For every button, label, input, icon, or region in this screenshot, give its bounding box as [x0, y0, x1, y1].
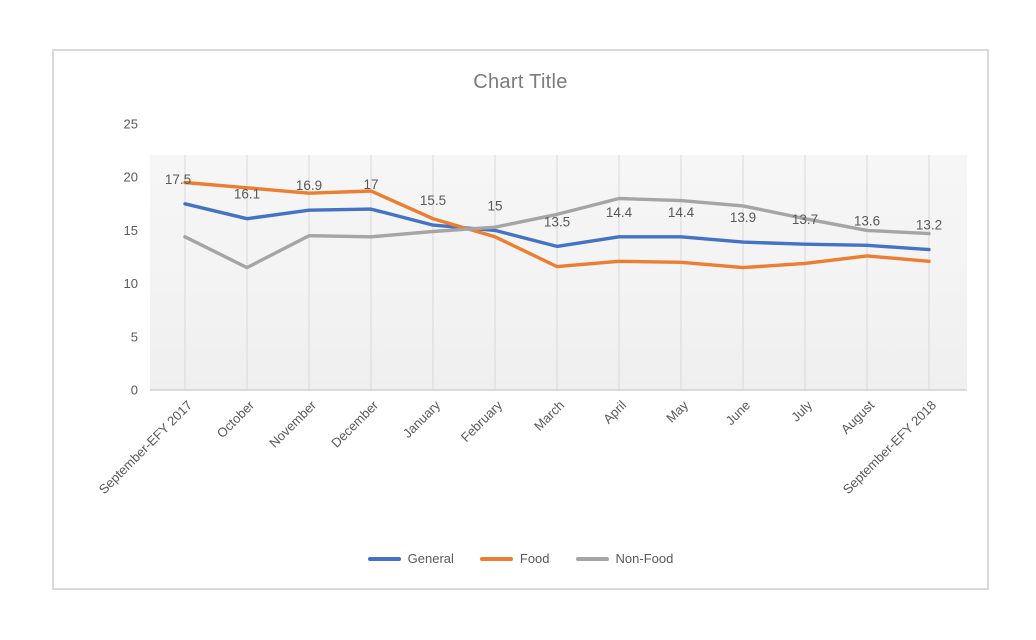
legend-item-general[interactable]: General	[367, 551, 454, 566]
series-line-general	[183, 202, 931, 252]
legend: General Food Non-Food	[52, 551, 989, 566]
data-label: 14.4	[668, 205, 695, 220]
y-tick-label: 15	[124, 223, 138, 238]
data-label: 15	[487, 198, 502, 213]
data-label: 14.4	[606, 205, 633, 220]
data-label: 15.5	[420, 193, 446, 208]
data-label: 16.1	[234, 187, 260, 202]
x-category-label: June	[723, 398, 754, 429]
series-line-food	[183, 180, 931, 270]
legend-item-food[interactable]: Food	[479, 551, 550, 566]
x-category-label: March	[531, 398, 567, 434]
x-category-label: September-EFY 2017	[96, 398, 195, 497]
y-tick-label: 5	[131, 329, 138, 344]
data-label: 13.7	[792, 212, 818, 227]
legend-swatch-general	[367, 556, 401, 561]
y-tick-label: 0	[131, 383, 138, 398]
legend-swatch-food	[479, 556, 513, 561]
x-category-label: November	[266, 397, 319, 450]
data-label: 16.9	[296, 178, 322, 193]
data-label: 13.6	[854, 213, 880, 228]
legend-label-general: General	[407, 551, 454, 566]
chart-title: Chart Title	[473, 71, 568, 93]
x-category-label: December	[328, 397, 381, 450]
x-category-label: January	[400, 397, 444, 441]
x-category-label: May	[663, 397, 691, 425]
y-tick-label: 25	[124, 117, 138, 132]
x-category-label: October	[214, 397, 258, 441]
x-category-label: April	[600, 397, 629, 426]
legend-item-non-food[interactable]: Non-Food	[575, 551, 674, 566]
y-tick-label: 20	[124, 170, 138, 185]
data-label: 13.5	[544, 214, 570, 229]
x-category-label: February	[458, 397, 506, 445]
data-label: 13.9	[730, 210, 756, 225]
legend-label-non-food: Non-Food	[615, 551, 674, 566]
plot-area	[150, 155, 967, 390]
x-category-label: July	[788, 397, 815, 424]
data-label: 17	[363, 177, 378, 192]
y-tick-label: 10	[124, 276, 138, 291]
legend-swatch-non-food	[575, 556, 609, 561]
series-line-non-food	[183, 196, 931, 270]
x-category-label: August	[838, 397, 877, 436]
data-label: 13.2	[916, 218, 942, 233]
legend-label-food: Food	[519, 551, 550, 566]
data-label: 17.5	[165, 172, 191, 187]
